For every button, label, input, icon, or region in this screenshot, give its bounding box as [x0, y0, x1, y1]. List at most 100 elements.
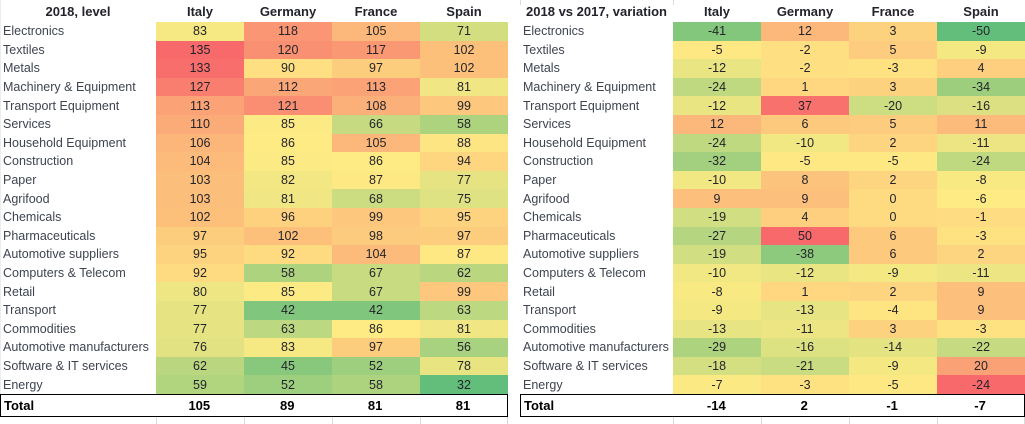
heatmap-cell: 67 [332, 282, 420, 301]
heatmap-cell: 99 [332, 207, 420, 227]
heatmap-cell: 52 [332, 356, 420, 376]
heatmap-cell: 42 [244, 300, 332, 320]
heatmap-cell: 103 [156, 170, 244, 190]
level-table-body: Electronics 83 118 105 71 Textiles 135 120 117 10… [0, 22, 508, 394]
heatmap-cell: 62 [156, 356, 244, 376]
heatmap-cell: 76 [156, 338, 244, 357]
row-label: Construction [523, 154, 594, 169]
heatmap-cell: -24 [673, 133, 761, 153]
table-row: Construction -32 -5 -5 -24 [520, 152, 1025, 171]
heatmap-cell: -50 [937, 22, 1025, 41]
heatmap-cell: 86 [244, 133, 332, 153]
heatmap-cell: 0 [849, 207, 937, 227]
column-header-italy: Italy [186, 3, 213, 19]
heatmap-cell: 58 [244, 263, 332, 283]
heatmap-cell: -9 [849, 263, 937, 283]
heatmap-cell: 1 [761, 77, 849, 97]
heatmap-cell: 59 [156, 375, 244, 394]
heatmap-cell: 83 [244, 338, 332, 357]
table-row: Paper -10 8 2 -8 [520, 170, 1025, 190]
table-row: Automotive suppliers -19 -38 6 2 [520, 245, 1025, 264]
heatmap-cell: 105 [332, 133, 420, 153]
heatmap-cell: 104 [332, 245, 420, 264]
column-header-spain: Spain [446, 3, 482, 19]
heatmap-cell: -7 [673, 375, 761, 394]
row-label: Electronics [523, 24, 585, 39]
heatmap-cell: 32 [420, 375, 508, 394]
heatmap-cell: -24 [937, 152, 1025, 171]
column-header-spain: Spain [963, 3, 999, 19]
heatmap-cell: 63 [420, 300, 508, 320]
heatmap-cell: 106 [156, 133, 244, 153]
bottom-gridline-stub [937, 417, 938, 424]
heatmap-cell: -29 [673, 338, 761, 357]
level-table: 2018, level Italy Germany France Spain Elec… [0, 0, 508, 424]
heatmap-cell: 86 [332, 319, 420, 339]
table-row: Automotive suppliers 95 92 104 87 [0, 245, 508, 264]
row-label: Paper [523, 173, 557, 188]
heatmap-cell: 3 [849, 77, 937, 97]
heatmap-cell: 66 [332, 114, 420, 134]
heatmap-cell: -16 [761, 338, 849, 357]
heatmap-cell: 68 [332, 189, 420, 208]
heatmap-cell: -9 [849, 356, 937, 376]
table-row: Metals 133 90 97 102 [0, 59, 508, 78]
heatmap-cell: -41 [673, 22, 761, 41]
row-label: Automotive suppliers [523, 247, 640, 262]
heatmap-cell: 97 [420, 226, 508, 246]
heatmap-cell: 88 [420, 133, 508, 153]
heatmap-cell: 6 [761, 114, 849, 134]
column-header-france: France [354, 3, 398, 19]
row-label: Services [3, 117, 51, 132]
table-row: Commodities -13 -11 3 -3 [520, 319, 1025, 339]
table-row: Agrifood 103 81 68 75 [0, 189, 508, 208]
variation-table-body: Electronics -41 12 3 -50 Textiles -5 -2 5 -9 Metal… [520, 22, 1025, 394]
total-value: 81 [367, 397, 383, 413]
heatmap-cell: 6 [849, 245, 937, 264]
bottom-gridline-stub [849, 417, 850, 424]
heatmap-cell: -14 [849, 338, 937, 357]
heatmap-cell: 2 [849, 282, 937, 301]
heatmap-cell: -10 [761, 133, 849, 153]
bottom-gridline-stub [420, 417, 421, 424]
bottom-gridline-stub [156, 417, 157, 424]
heatmap-cell: -13 [761, 300, 849, 320]
heatmap-cell: 1 [761, 282, 849, 301]
heatmap-cell: 2 [849, 133, 937, 153]
total-value: -7 [974, 397, 986, 413]
heatmap-cell: 3 [849, 22, 937, 41]
table-row: Transport Equipment -12 37 -20 -16 [520, 96, 1025, 115]
heatmap-cell: 5 [849, 114, 937, 134]
table-row: Computers & Telecom 92 58 67 62 [0, 263, 508, 283]
heatmap-cell: 98 [332, 226, 420, 246]
table-row: Software & IT services 62 45 52 78 [0, 356, 508, 376]
heatmap-cell: 82 [244, 170, 332, 190]
heatmap-cell: 50 [761, 226, 849, 246]
heatmap-cell: 127 [156, 77, 244, 97]
heatmap-cell: 9 [673, 189, 761, 208]
heatmap-cell: 113 [156, 96, 244, 115]
heatmap-cell: 118 [244, 22, 332, 41]
heatmap-cell: 9 [761, 189, 849, 208]
heatmap-cell: -20 [849, 96, 937, 115]
total-label: Total [524, 397, 555, 413]
heatmap-cell: 92 [156, 263, 244, 283]
heatmap-cell: 99 [420, 282, 508, 301]
total-value: 81 [455, 397, 471, 413]
bottom-gridline-stub [332, 417, 333, 424]
heatmap-cell: -13 [673, 319, 761, 339]
row-label: Household Equipment [3, 135, 126, 150]
heatmap-cell: -11 [937, 133, 1025, 153]
heatmap-cell: -3 [937, 319, 1025, 339]
heatmap-cell: 9 [937, 282, 1025, 301]
level-table-header-row: 2018, level Italy Germany France Spain [0, 0, 508, 22]
heatmap-cell: 135 [156, 40, 244, 60]
column-header-germany: Germany [259, 3, 317, 19]
table-row: Textiles -5 -2 5 -9 [520, 40, 1025, 60]
top-gridline-stub [673, 0, 674, 5]
heatmap-cell: -18 [673, 356, 761, 376]
level-table-title: 2018, level [45, 3, 111, 19]
table-row: Retail -8 1 2 9 [520, 282, 1025, 301]
table-row: Chemicals -19 4 0 -1 [520, 207, 1025, 227]
heatmap-cell: 94 [420, 152, 508, 171]
